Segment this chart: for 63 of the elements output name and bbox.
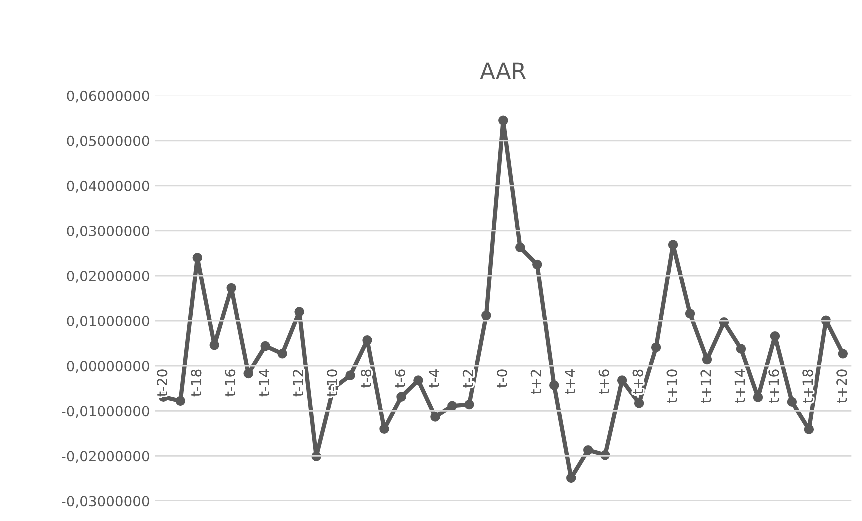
y-tick-label: -0,02000000 (62, 451, 150, 464)
x-tick-label: t+12 (700, 370, 712, 404)
point (753, 392, 764, 402)
point (787, 397, 798, 407)
point (498, 116, 508, 126)
y-tick-label: 0,02000000 (67, 270, 150, 283)
point (464, 400, 474, 410)
x-tick-label: t+4 (565, 370, 576, 394)
point (362, 336, 372, 346)
point (260, 341, 270, 352)
x-tick-label: t+10 (666, 370, 678, 404)
point (583, 445, 594, 456)
point (244, 368, 254, 379)
y-tick-label: 0,00000000 (67, 361, 150, 373)
y-tick-label: 0,03000000 (67, 226, 150, 238)
y-tick-label: -0,01000000 (62, 406, 150, 418)
chart-title: AAR (480, 62, 526, 80)
point (430, 412, 440, 422)
point (566, 473, 576, 484)
point (617, 376, 628, 386)
point (396, 392, 406, 402)
x-tick-label: t+2 (530, 370, 542, 394)
point (226, 283, 236, 294)
x-tick-label: t-16 (225, 370, 236, 397)
y-tick-label: -0,03000000 (62, 496, 150, 508)
point (176, 396, 186, 406)
y-tick-label: 0,05000000 (67, 136, 150, 148)
x-tick-label: t-14 (259, 370, 270, 397)
x-tick-label: t+6 (598, 370, 610, 394)
x-tick-label: t+16 (768, 370, 780, 404)
y-tick-label: 0,01000000 (67, 316, 150, 328)
point (294, 307, 304, 317)
point (668, 240, 678, 250)
x-tick-label: t-12 (293, 370, 304, 397)
point (380, 424, 390, 434)
point (482, 310, 492, 321)
point (448, 401, 458, 412)
point (770, 332, 780, 342)
x-tick-label: t+18 (802, 370, 814, 404)
point (532, 260, 542, 270)
x-tick-label: t-0 (496, 370, 508, 388)
x-tick-label: t-4 (429, 370, 440, 388)
x-tick-label: t-6 (395, 370, 406, 388)
point (516, 242, 526, 252)
point (550, 380, 560, 390)
x-tick-label: t+14 (734, 370, 746, 404)
x-tick-label: t-8 (361, 370, 372, 388)
point (804, 424, 814, 434)
x-tick-label: t-18 (191, 370, 202, 397)
point (838, 349, 848, 359)
x-tick-label: t+20 (836, 370, 848, 404)
point (210, 340, 220, 350)
point (346, 370, 356, 380)
y-tick-label: 0,06000000 (67, 90, 150, 103)
point (192, 253, 202, 263)
point (278, 349, 288, 359)
point (702, 354, 712, 365)
point (651, 342, 662, 352)
point (685, 308, 696, 319)
point (736, 344, 746, 354)
y-tick-label: 0,04000000 (67, 180, 150, 193)
point (634, 398, 644, 408)
point (414, 376, 424, 386)
